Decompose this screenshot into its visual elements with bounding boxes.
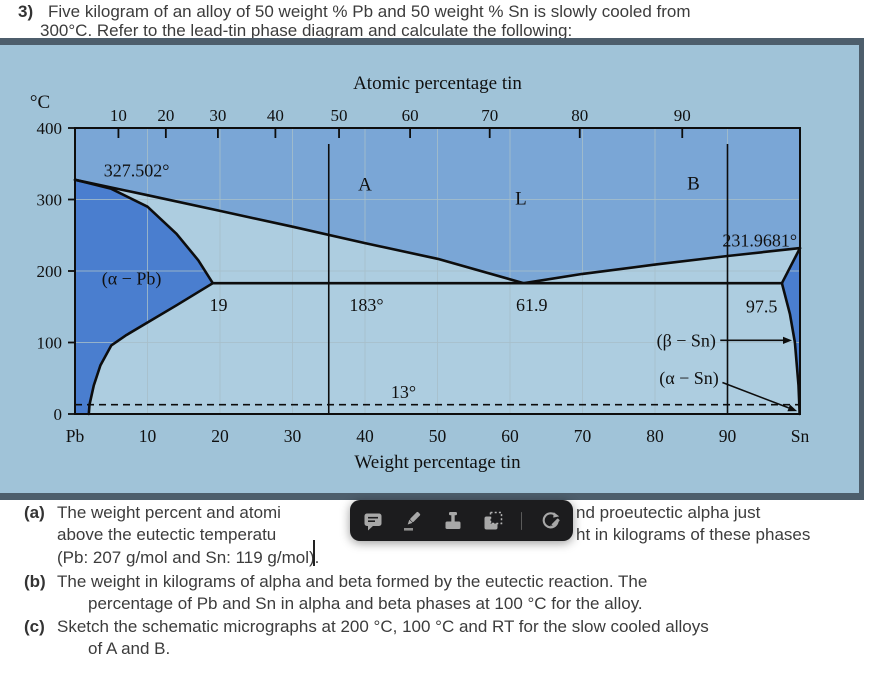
top-axis-tick-label: 60 (402, 106, 419, 125)
bottom-axis-tick-label: 70 (574, 426, 592, 446)
text-cursor (313, 540, 315, 566)
solvus-line (87, 281, 215, 416)
question-a-line3-right: mol). (281, 548, 320, 567)
diagram-annotation: (β − Sn) (657, 331, 716, 352)
question-c-label: (c) (24, 617, 45, 636)
edit-document-button[interactable] (538, 509, 562, 533)
diagram-annotation: 19 (210, 295, 228, 315)
top-axis-tick-label: 10 (110, 106, 127, 125)
question-a-line3: (Pb: 207 g/mol and Sn: 119 g/mol). (57, 548, 319, 568)
diagram-annotation: 13° (391, 382, 416, 402)
bottom-axis-tick-label: 60 (501, 426, 519, 446)
question-a-line2-left: above the eutectic temperatu (57, 525, 277, 544)
diagram-annotation: B (687, 174, 700, 195)
bottom-axis-tick-label: 50 (429, 426, 447, 446)
y-axis-tick-label: 0 (54, 405, 63, 424)
problem-line-2: 300°C. Refer to the lead-tin phase diagr… (40, 21, 573, 40)
solidus-line (73, 178, 215, 285)
y-axis-title: °C (30, 92, 50, 113)
y-axis-tick-label: 200 (37, 262, 63, 281)
problem-line-1: Five kilogram of an alloy of 50 weight %… (48, 2, 691, 21)
highlighter-icon (404, 511, 421, 531)
diagram-annotation: 97.5 (746, 296, 778, 316)
question-a-line1-right: nd proeutectic alpha just (576, 503, 761, 522)
lead-tin-phase-diagram: 10 20 30 40 50 60 70 80 90 Atomic percentage tin 4… (30, 73, 810, 473)
y-axis-tick-label: 300 (37, 191, 63, 210)
phase-diagram-figure: 10 20 30 40 50 60 70 80 90 Atomic percentage tin 4… (0, 38, 864, 500)
stamp-icon (445, 511, 461, 529)
bottom-axis-tick-label: 80 (646, 426, 664, 446)
diagram-annotation: A (358, 174, 372, 195)
annotation-toolbar (350, 500, 573, 541)
annotation-arrowhead (787, 404, 798, 412)
bottom-axis-tick-label: Pb (66, 426, 85, 446)
highlighter-button[interactable] (401, 509, 425, 533)
top-axis-tick-label: 80 (571, 106, 588, 125)
top-axis-title: Atomic percentage tin (353, 73, 522, 94)
beta-sn-region (781, 248, 800, 414)
diagram-annotation: 61.9 (516, 295, 548, 315)
snapshot-icon (484, 511, 503, 529)
top-axis-tick-label: 30 (209, 106, 226, 125)
question-b-label: (b) (24, 572, 46, 591)
annotation-arrowhead (783, 336, 792, 344)
bottom-axis-tick-label: 20 (211, 426, 229, 446)
diagram-annotation: 327.502° (104, 160, 170, 180)
edit-document-icon (542, 511, 560, 528)
snapshot-button[interactable] (481, 509, 505, 533)
bottom-axis-tick-label: 30 (284, 426, 302, 446)
question-a-line2-right: ht in kilograms of these phases (576, 525, 811, 544)
diagram-annotation: 231.9681° (722, 231, 797, 251)
question-c-line1: Sketch the schematic micrographs at 200 … (57, 617, 709, 636)
diagram-annotation: (α − Sn) (659, 368, 719, 389)
y-axis-tick-label: 100 (37, 334, 63, 353)
annotation-arrow (722, 381, 789, 409)
diagram-annotation: L (515, 189, 527, 210)
alpha-pb-region (75, 179, 213, 414)
bottom-axis-tick-label: 90 (719, 426, 737, 446)
bottom-axis-title: Weight percentage tin (354, 452, 521, 473)
comment-button[interactable] (361, 509, 385, 533)
question-b-line1: The weight in kilograms of alpha and bet… (57, 572, 648, 591)
liquidus-line (73, 178, 526, 285)
top-axis-tick-label: 50 (331, 106, 348, 125)
top-axis-tick-label: 70 (481, 106, 498, 125)
bottom-axis-tick-label: Sn (791, 426, 810, 446)
top-axis-tick-label: 20 (157, 106, 174, 125)
diagram-annotation: 183° (349, 295, 383, 315)
question-a-line1-left: The weight percent and atomi (57, 503, 281, 522)
question-a-label: (a) (24, 503, 45, 522)
question-b-line2: percentage of Pb and Sn in alpha and bet… (88, 594, 643, 613)
problem-number: 3) (18, 2, 34, 21)
question-a-line3-left: (Pb: 207 g/mol and Sn: 119 g/ (57, 548, 282, 567)
diagram-annotation: (α − Pb) (102, 268, 162, 289)
bottom-axis-tick-label: 40 (356, 426, 374, 446)
question-c-line2: of A and B. (88, 639, 171, 658)
liquidus-line (522, 246, 802, 285)
y-axis-tick-label: 400 (37, 119, 63, 138)
toolbar-separator (521, 511, 522, 530)
stamp-button[interactable] (441, 509, 465, 533)
top-axis-tick-label: 90 (674, 106, 691, 125)
solidus-line (780, 246, 802, 285)
comment-icon (364, 513, 382, 530)
top-axis-tick-label: 40 (267, 106, 284, 125)
bottom-axis-tick-label: 10 (139, 426, 157, 446)
